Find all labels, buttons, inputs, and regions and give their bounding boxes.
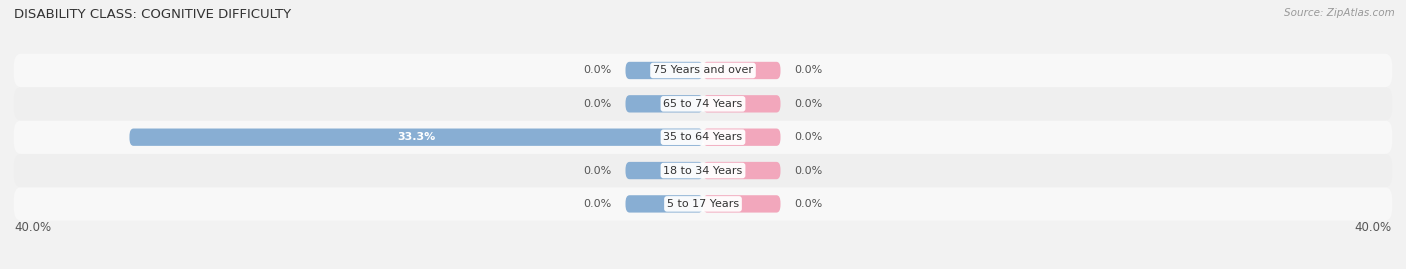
FancyBboxPatch shape: [703, 62, 780, 79]
FancyBboxPatch shape: [129, 129, 703, 146]
Text: 0.0%: 0.0%: [794, 65, 823, 76]
FancyBboxPatch shape: [626, 162, 703, 179]
Text: 35 to 64 Years: 35 to 64 Years: [664, 132, 742, 142]
FancyBboxPatch shape: [14, 54, 1392, 87]
Text: 40.0%: 40.0%: [1355, 221, 1392, 233]
Text: DISABILITY CLASS: COGNITIVE DIFFICULTY: DISABILITY CLASS: COGNITIVE DIFFICULTY: [14, 8, 291, 21]
Text: 0.0%: 0.0%: [583, 65, 612, 76]
FancyBboxPatch shape: [14, 187, 1392, 221]
Text: 5 to 17 Years: 5 to 17 Years: [666, 199, 740, 209]
Text: 0.0%: 0.0%: [583, 199, 612, 209]
FancyBboxPatch shape: [14, 87, 1392, 121]
Text: 40.0%: 40.0%: [14, 221, 51, 233]
FancyBboxPatch shape: [703, 129, 780, 146]
Text: 18 to 34 Years: 18 to 34 Years: [664, 165, 742, 176]
FancyBboxPatch shape: [14, 121, 1392, 154]
FancyBboxPatch shape: [626, 95, 703, 112]
Text: 65 to 74 Years: 65 to 74 Years: [664, 99, 742, 109]
Text: 0.0%: 0.0%: [794, 199, 823, 209]
FancyBboxPatch shape: [703, 195, 780, 213]
Text: Source: ZipAtlas.com: Source: ZipAtlas.com: [1284, 8, 1395, 18]
Text: 75 Years and over: 75 Years and over: [652, 65, 754, 76]
FancyBboxPatch shape: [14, 154, 1392, 187]
FancyBboxPatch shape: [626, 195, 703, 213]
Text: 0.0%: 0.0%: [794, 132, 823, 142]
Text: 0.0%: 0.0%: [583, 99, 612, 109]
Text: 0.0%: 0.0%: [583, 165, 612, 176]
FancyBboxPatch shape: [626, 62, 703, 79]
FancyBboxPatch shape: [703, 162, 780, 179]
Text: 0.0%: 0.0%: [794, 99, 823, 109]
FancyBboxPatch shape: [703, 95, 780, 112]
Text: 33.3%: 33.3%: [396, 132, 436, 142]
Text: 0.0%: 0.0%: [794, 165, 823, 176]
Legend: Male, Female: Male, Female: [643, 267, 763, 269]
